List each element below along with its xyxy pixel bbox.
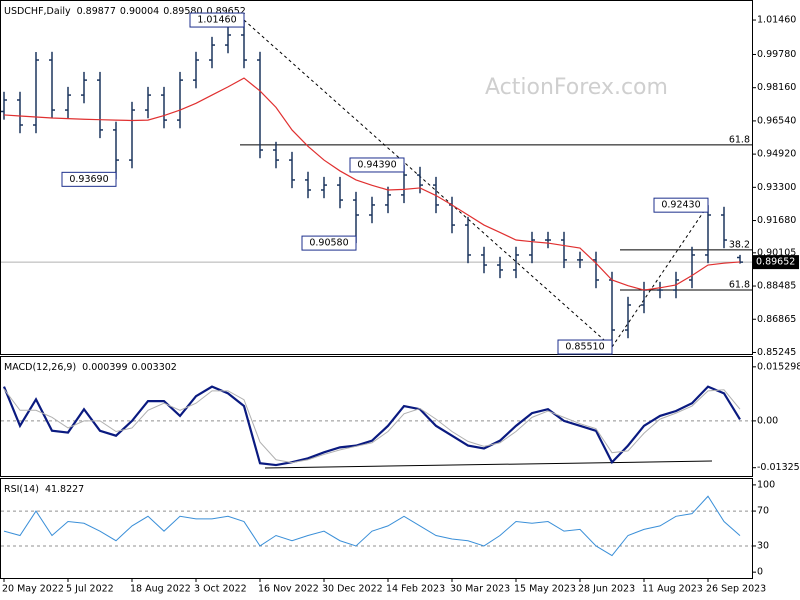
y-tick-label: -0.01325 bbox=[757, 462, 800, 473]
header-value: 0.89652 bbox=[207, 6, 246, 17]
panel-header: MACD(12,26,9) 0.000399 0.003302 bbox=[4, 362, 177, 373]
y-tick-label: 0.86865 bbox=[757, 314, 796, 325]
y-tick-label: 0.93300 bbox=[757, 182, 796, 193]
x-tick-label: 30 Mar 2023 bbox=[450, 584, 510, 595]
annotation-label: 0.93690 bbox=[69, 174, 108, 185]
x-tick-label: 3 Oct 2022 bbox=[194, 584, 247, 595]
y-tick-label: 0.99780 bbox=[757, 49, 796, 60]
y-tick-label: 0.91680 bbox=[757, 215, 796, 226]
header-value: 0.003302 bbox=[132, 362, 177, 373]
annotation-label: 0.92430 bbox=[661, 200, 700, 211]
panel-title: RSI(14) bbox=[4, 484, 39, 495]
moving-average bbox=[3, 77, 741, 291]
price-annotation: 0.93690 bbox=[61, 171, 117, 187]
annotation-label: 0.94390 bbox=[357, 159, 396, 170]
annotation-box bbox=[349, 157, 405, 173]
fib-level-label: 61.8 bbox=[729, 280, 750, 291]
price-annotation: 0.85510 bbox=[557, 339, 613, 355]
annotation-box bbox=[653, 197, 709, 213]
header-value: 0.90004 bbox=[120, 6, 159, 17]
y-tick-label: 100 bbox=[757, 479, 775, 490]
header-value: 0.89877 bbox=[77, 6, 116, 17]
panel-header: USDCHF,Daily 0.89877 0.90004 0.89580 0.89652 bbox=[4, 6, 246, 17]
y-tick-label: 1.01460 bbox=[757, 15, 796, 26]
x-tick-label: 15 May 2023 bbox=[514, 584, 576, 595]
rsi-panel bbox=[0, 478, 753, 579]
panel-header: RSI(14) 41.8227 bbox=[4, 484, 84, 495]
annotation-label: 1.01460 bbox=[197, 15, 236, 26]
x-tick-label: 26 Sep 2023 bbox=[706, 584, 766, 595]
y-tick-label: 30 bbox=[757, 540, 769, 551]
fib-level-label: 38.2 bbox=[729, 239, 750, 250]
y-tick-label: 0.96540 bbox=[757, 115, 796, 126]
header-value: 41.8227 bbox=[45, 484, 84, 495]
y-tick-label: 0.00 bbox=[757, 415, 778, 426]
y-tick-label: 0.88485 bbox=[757, 281, 796, 292]
x-tick-label: 11 Aug 2023 bbox=[642, 584, 703, 595]
watermark: ActionForex.com bbox=[485, 75, 668, 100]
annotation-box bbox=[61, 171, 117, 187]
current-price-tag bbox=[753, 255, 799, 270]
macd-panel bbox=[0, 356, 753, 477]
macd-line bbox=[3, 388, 741, 464]
panel-title: MACD(12,26,9) bbox=[4, 362, 76, 373]
macd-line bbox=[2, 385, 741, 467]
swing-line bbox=[243, 19, 613, 348]
header-value: 0.000399 bbox=[82, 362, 127, 373]
price-annotation: 1.01460 bbox=[189, 12, 245, 28]
x-tick-label: 5 Jul 2022 bbox=[66, 584, 114, 595]
price-annotation: 0.94390 bbox=[349, 157, 405, 173]
x-tick-label: 14 Feb 2023 bbox=[386, 584, 445, 595]
price-annotation: 0.92430 bbox=[653, 197, 709, 213]
fib-level-label: 61.8 bbox=[729, 134, 750, 145]
annotation-box bbox=[301, 235, 357, 251]
annotation-label: 0.85510 bbox=[565, 342, 604, 353]
x-tick-label: 28 Jun 2023 bbox=[578, 584, 635, 595]
x-tick-label: 20 May 2022 bbox=[2, 584, 64, 595]
current-price-label: 0.89652 bbox=[756, 257, 795, 268]
annotation-label: 0.90580 bbox=[309, 238, 348, 249]
x-tick-label: 16 Nov 2022 bbox=[258, 584, 319, 595]
macd-trendline bbox=[264, 460, 713, 469]
y-tick-label: 0.94920 bbox=[757, 149, 796, 160]
y-tick-label: 0.85245 bbox=[757, 347, 796, 358]
annotation-box bbox=[557, 339, 613, 355]
swing-line bbox=[611, 204, 709, 348]
x-tick-label: 18 Aug 2022 bbox=[130, 584, 191, 595]
y-tick-label: 0.015298 bbox=[757, 361, 800, 372]
panel-title: USDCHF,Daily bbox=[4, 6, 71, 17]
rsi-line bbox=[3, 495, 741, 557]
y-tick-label: 0 bbox=[757, 567, 763, 578]
y-tick-label: 70 bbox=[757, 506, 769, 517]
y-tick-label: 0.98160 bbox=[757, 82, 796, 93]
price-panel bbox=[0, 0, 753, 355]
annotation-box bbox=[189, 12, 245, 28]
header-value: 0.89580 bbox=[163, 6, 202, 17]
x-tick-label: 30 Dec 2022 bbox=[322, 584, 383, 595]
y-tick-label: 0.90105 bbox=[757, 247, 796, 258]
price-annotation: 0.90580 bbox=[301, 235, 357, 251]
